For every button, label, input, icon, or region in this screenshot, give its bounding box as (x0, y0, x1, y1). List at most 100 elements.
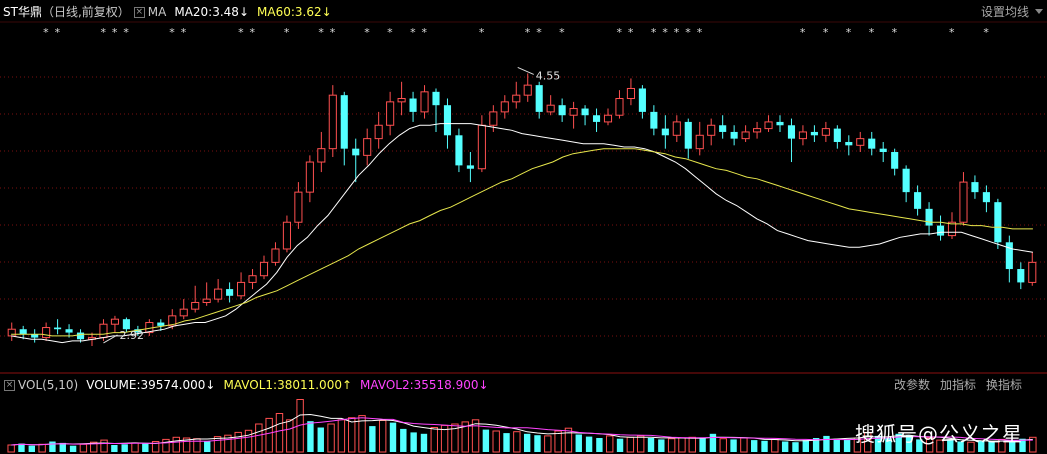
candle-body-down (65, 329, 73, 333)
signal-marker: * (674, 26, 680, 39)
candle-body-up (959, 181, 968, 223)
signal-marker: * (238, 26, 244, 39)
candle-body-down (54, 327, 62, 330)
collapse-box-icon[interactable]: × (133, 7, 145, 18)
period-label: （日线,前复权） (41, 5, 130, 19)
candle-body-up (546, 104, 555, 113)
volume-header: × VOL(5,10) VOLUME:39574.000↓ MAVOL1:38011.… (0, 374, 489, 396)
signal-marker: * (284, 26, 290, 39)
volume-bar-up (936, 439, 944, 453)
switch-indicator-button[interactable]: 换指标 (986, 378, 1023, 392)
signal-marker: * (846, 26, 852, 39)
candle-body-down (845, 141, 853, 146)
volume-bar-up (213, 436, 222, 453)
candle-body-down (409, 98, 417, 112)
candle-body-up (397, 98, 406, 103)
candle-body-up (947, 221, 957, 237)
signal-marker: * (869, 26, 875, 39)
volume-bar-down (823, 435, 830, 452)
signal-marker: * (892, 26, 898, 39)
volume-bar-up (224, 434, 232, 453)
low-price-label: 2.92 (119, 329, 144, 342)
settings-ma-button[interactable]: 设置均线 (980, 5, 1029, 19)
ma20-value: MA20:3.48 (174, 5, 239, 19)
volume-bar-down (874, 435, 882, 452)
ma60-value: MA60:3.62 (257, 5, 322, 19)
add-indicator-button[interactable]: 加指标 (940, 378, 977, 392)
chart-header: ST华鼎（日线,前复权） × MA MA20:3.48↓ MA60:3.62↓ (0, 1, 332, 23)
signal-marker: * (100, 26, 106, 39)
high-price-label: 4.55 (536, 69, 561, 82)
volume-bar-down (699, 438, 706, 452)
candle-body-down (592, 115, 601, 122)
volume-bar-up (461, 421, 469, 453)
candle-body-down (226, 289, 234, 296)
change-params-button[interactable]: 改参数 (894, 378, 931, 392)
dropdown-caret-icon[interactable] (1035, 9, 1043, 14)
volume-bar-down (400, 428, 407, 452)
candle-body-down (810, 131, 818, 136)
candle-body-down (443, 105, 452, 136)
candle-body-up (798, 131, 807, 140)
candle-body-down (122, 319, 130, 330)
volume-bar-up (348, 417, 356, 453)
signal-marker: * (43, 26, 49, 39)
candle-body-up (615, 98, 624, 116)
volume-bar-up (925, 437, 934, 453)
signal-marker: * (536, 26, 542, 39)
signal-marker: * (181, 26, 187, 39)
volume-bar-up (255, 423, 263, 453)
volume-bar-down (957, 441, 964, 452)
candle-body-down (879, 148, 887, 153)
signal-marker: * (318, 26, 324, 39)
candle-body-down (352, 148, 360, 156)
signal-marker: * (364, 26, 370, 39)
collapse-box-icon[interactable]: × (4, 380, 15, 391)
stock-name[interactable]: ST华鼎 (3, 5, 42, 19)
volume-bar-down (410, 432, 417, 452)
high-pointer (517, 66, 534, 75)
signal-marker: * (330, 26, 336, 39)
watermark: 搜狐号@公义之星 (855, 422, 1023, 446)
volume-bar-down (1009, 440, 1016, 452)
mavol2-value: MAVOL2:35518.900 (360, 378, 479, 392)
signal-marker: * (169, 26, 175, 39)
mavol1-arrow-icon: ↑ (341, 378, 353, 392)
volume-bar-up (131, 442, 139, 453)
volume-bar-down (596, 438, 603, 452)
volume-bar-up (864, 431, 872, 453)
volume-bar-up (7, 444, 15, 453)
volume-bar-up (286, 419, 294, 453)
ma20-arrow-icon: ↓ (238, 5, 249, 19)
volume-bar-up (1029, 436, 1037, 453)
volume-bar-up (182, 437, 191, 453)
volume-bar-down (616, 438, 624, 452)
candle-body-down (833, 128, 841, 142)
volume-bar-down (142, 443, 149, 452)
candle-body-up (248, 275, 257, 283)
candle-body-down (19, 329, 27, 335)
signal-marker: * (55, 26, 61, 39)
volume-bar-up (234, 431, 242, 453)
candle-body-up (282, 221, 291, 250)
candle-body-up (753, 128, 762, 133)
candle-body-down (432, 91, 440, 106)
ma60-arrow-icon: ↓ (321, 5, 332, 19)
volume-bar-down (812, 438, 820, 452)
candle-body-up (237, 281, 246, 297)
volume-bar-up (358, 415, 366, 453)
vol-label: VOL(5,10) (18, 378, 79, 392)
candle-body-up (707, 124, 716, 136)
candle-body-up (626, 87, 635, 100)
candle-body-up (523, 84, 532, 96)
candle-body-down (340, 95, 348, 149)
candle-body-up (294, 191, 303, 223)
candle-body-down (466, 165, 474, 169)
volume-bar-down (482, 429, 490, 452)
candle-body-down (76, 332, 85, 340)
volume-bar-down (988, 441, 995, 452)
candle-body-up (305, 161, 314, 193)
candle-body-up (191, 301, 200, 310)
signal-marker: * (112, 26, 118, 39)
